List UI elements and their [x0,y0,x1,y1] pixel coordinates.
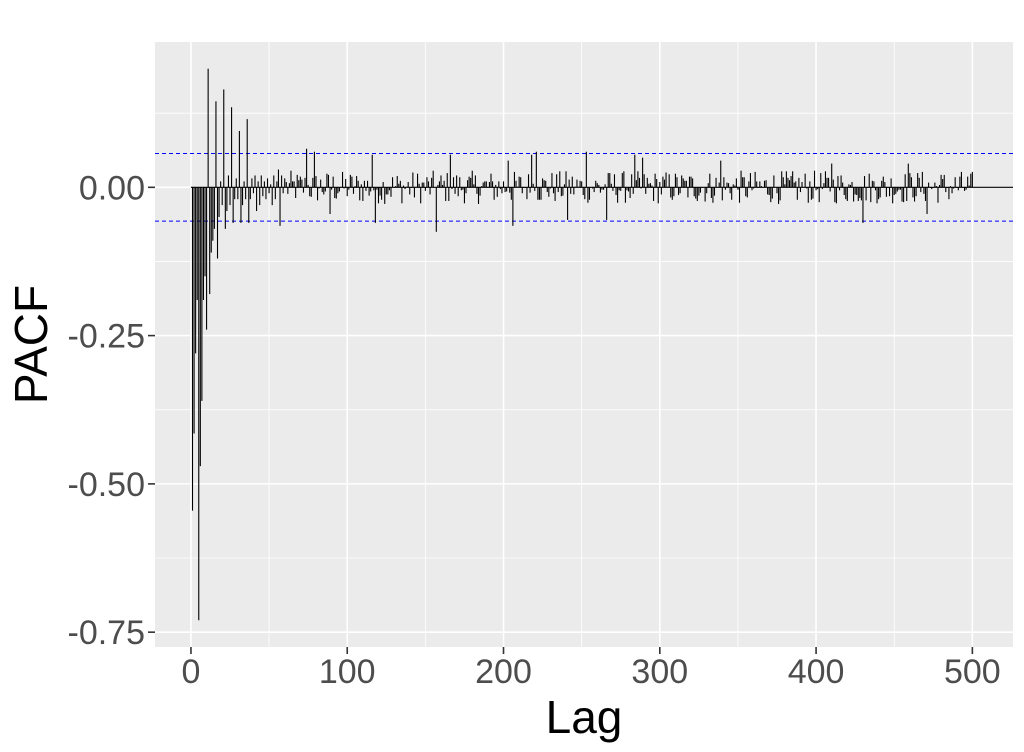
confidence-bounds [155,153,1013,222]
y-tick-label: 0.00 [79,169,145,207]
y-axis-ticks: -0.75 -0.50 -0.25 0.00 [68,169,155,652]
y-tick-label: -0.50 [68,466,146,504]
x-tick-label: 500 [944,653,1001,691]
y-tick-label: -0.25 [68,318,146,356]
x-tick-label: 100 [319,653,376,691]
x-tick-label: 400 [788,653,845,691]
x-tick-label: 300 [631,653,688,691]
y-axis-title: PACF [5,285,57,404]
x-axis-title: Lag [546,691,623,743]
plot-panel [155,42,1013,647]
x-axis-ticks: 0 100 200 300 400 500 [181,647,1001,691]
x-tick-label: 0 [181,653,200,691]
pacf-bars [190,68,1013,621]
y-tick-label: -0.75 [68,614,146,652]
x-tick-label: 200 [475,653,532,691]
